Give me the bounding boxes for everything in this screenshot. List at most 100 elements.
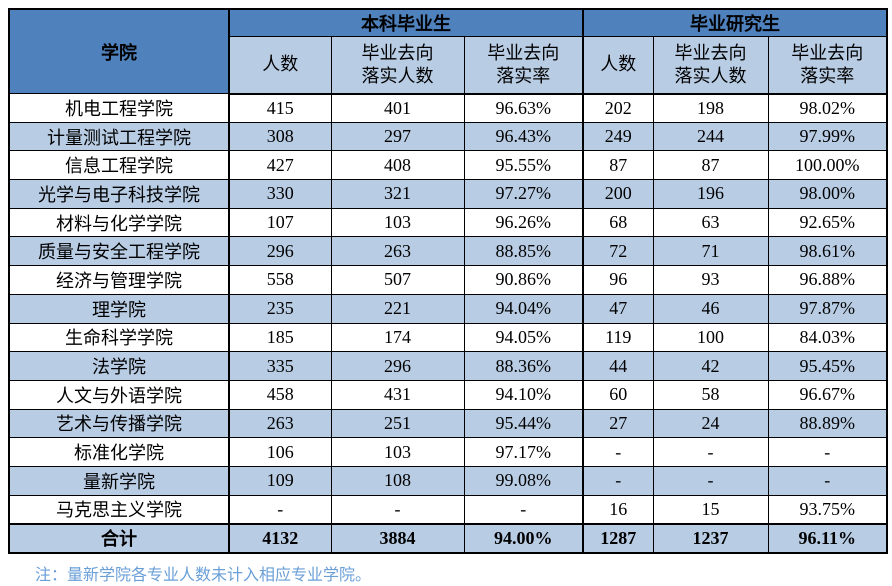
college-name-cell: 标准化学院	[8, 437, 230, 467]
value-cell: 93	[652, 265, 769, 295]
value-cell: 335	[228, 351, 332, 381]
table-row: 量新学院 109 108 99.08% - - -	[8, 465, 888, 496]
college-name-cell: 合计	[8, 522, 230, 553]
value-cell: 94.00%	[463, 522, 584, 553]
table-body: 机电工程学院 415 401 96.63% 202 198 98.02% 计量测试工程学院 30…	[8, 93, 888, 553]
value-cell: 98.02%	[767, 93, 888, 123]
value-cell: 88.89%	[767, 408, 888, 439]
value-cell: 72	[582, 236, 654, 267]
group-header-undergraduate: 本科毕业生	[228, 8, 584, 37]
table-row: 法学院 335 296 88.36% 44 42 95.45%	[8, 351, 888, 381]
value-cell: 90.86%	[463, 265, 584, 295]
college-name-cell: 艺术与传播学院	[8, 408, 230, 439]
value-cell: 330	[228, 179, 332, 209]
value-cell: 96.26%	[463, 207, 584, 238]
value-cell: 47	[582, 293, 654, 324]
subheader-undergrad-rate: 毕业去向 落实率	[463, 36, 584, 95]
group-header-graduate: 毕业研究生	[582, 8, 888, 37]
subheader-undergrad-placed: 毕业去向 落实人数	[330, 36, 465, 95]
value-cell: 174	[330, 322, 465, 353]
table-row: 经济与管理学院 558 507 90.86% 96 93 96.88%	[8, 265, 888, 295]
value-cell: 1237	[652, 522, 769, 553]
value-cell: 68	[582, 207, 654, 238]
value-cell: 251	[330, 408, 465, 439]
value-cell: 42	[652, 351, 769, 381]
college-name-cell: 马克思主义学院	[8, 494, 230, 525]
value-cell: 106	[228, 437, 332, 467]
value-cell: 15	[652, 494, 769, 525]
subheader-grad-placed: 毕业去向 落实人数	[652, 36, 769, 95]
subheader-undergrad-count: 人数	[228, 36, 332, 95]
value-cell: 507	[330, 265, 465, 295]
value-cell: 94.05%	[463, 322, 584, 353]
table-row: 人文与外语学院 458 431 94.10% 60 58 96.67%	[8, 379, 888, 410]
value-cell: 95.45%	[767, 351, 888, 381]
value-cell: 103	[330, 207, 465, 238]
value-cell: 88.85%	[463, 236, 584, 267]
table-row: 艺术与传播学院 263 251 95.44% 27 24 88.89%	[8, 408, 888, 439]
value-cell: 46	[652, 293, 769, 324]
value-cell: 60	[582, 379, 654, 410]
value-cell: 200	[582, 179, 654, 209]
value-cell: 94.04%	[463, 293, 584, 324]
value-cell: 92.65%	[767, 207, 888, 238]
value-cell: 249	[582, 121, 654, 152]
value-cell: 96.88%	[767, 265, 888, 295]
value-cell: 24	[652, 408, 769, 439]
value-cell: 107	[228, 207, 332, 238]
college-name-cell: 经济与管理学院	[8, 265, 230, 295]
college-name-cell: 材料与化学学院	[8, 207, 230, 238]
college-name-cell: 人文与外语学院	[8, 379, 230, 410]
value-cell: 96.63%	[463, 93, 584, 123]
value-cell: 16	[582, 494, 654, 525]
value-cell: 97.87%	[767, 293, 888, 324]
value-cell: 95.55%	[463, 150, 584, 181]
value-cell: 109	[228, 465, 332, 496]
value-cell: 263	[228, 408, 332, 439]
value-cell: 308	[228, 121, 332, 152]
value-cell: 63	[652, 207, 769, 238]
value-cell: -	[767, 465, 888, 496]
value-cell: -	[330, 494, 465, 525]
table-row: 生命科学学院 185 174 94.05% 119 100 84.03%	[8, 322, 888, 353]
value-cell: 296	[228, 236, 332, 267]
college-name-cell: 质量与安全工程学院	[8, 236, 230, 267]
value-cell: -	[767, 437, 888, 467]
value-cell: 198	[652, 93, 769, 123]
value-cell: 84.03%	[767, 322, 888, 353]
value-cell: 100	[652, 322, 769, 353]
value-cell: 185	[228, 322, 332, 353]
value-cell: 96.43%	[463, 121, 584, 152]
value-cell: 96	[582, 265, 654, 295]
table-row: 光学与电子科技学院 330 321 97.27% 200 196 98.00%	[8, 179, 888, 209]
value-cell: 44	[582, 351, 654, 381]
value-cell: 196	[652, 179, 769, 209]
value-cell: 97.27%	[463, 179, 584, 209]
college-name-cell: 理学院	[8, 293, 230, 324]
college-name-cell: 生命科学学院	[8, 322, 230, 353]
value-cell: 558	[228, 265, 332, 295]
value-cell: 97.99%	[767, 121, 888, 152]
value-cell: 96.67%	[767, 379, 888, 410]
value-cell: 87	[582, 150, 654, 181]
value-cell: 296	[330, 351, 465, 381]
subheader-grad-rate: 毕业去向 落实率	[767, 36, 888, 95]
value-cell: 95.44%	[463, 408, 584, 439]
value-cell: 94.10%	[463, 379, 584, 410]
table-row: 材料与化学学院 107 103 96.26% 68 63 92.65%	[8, 207, 888, 238]
value-cell: 427	[228, 150, 332, 181]
value-cell: 221	[330, 293, 465, 324]
table-row: 质量与安全工程学院 296 263 88.85% 72 71 98.61%	[8, 236, 888, 267]
value-cell: -	[582, 437, 654, 467]
college-name-cell: 信息工程学院	[8, 150, 230, 181]
college-name-cell: 机电工程学院	[8, 93, 230, 123]
value-cell: 99.08%	[463, 465, 584, 496]
value-cell: 108	[330, 465, 465, 496]
value-cell: 87	[652, 150, 769, 181]
value-cell: 3884	[330, 522, 465, 553]
value-cell: 431	[330, 379, 465, 410]
value-cell: 263	[330, 236, 465, 267]
value-cell: 1287	[582, 522, 654, 553]
value-cell: -	[582, 465, 654, 496]
value-cell: 321	[330, 179, 465, 209]
